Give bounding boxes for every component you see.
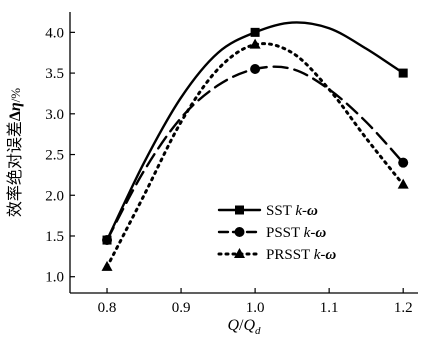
y-tick-label: 1.5 <box>45 229 64 245</box>
x-tick-label: 1.2 <box>394 300 413 316</box>
legend-marker <box>235 205 244 215</box>
y-tick-label: 1.0 <box>45 270 64 286</box>
x-tick-label: 1.0 <box>246 300 265 316</box>
x-tick-label: 1.1 <box>320 300 339 316</box>
y-tick-label: 3.0 <box>45 107 64 123</box>
series-square <box>102 21 408 245</box>
legend-label: PRSST k-ω <box>266 247 336 263</box>
y-tick-label: 2.5 <box>45 148 64 164</box>
series-line <box>105 21 405 242</box>
x-title-sub: d <box>255 325 261 337</box>
data-point-marker <box>101 260 113 271</box>
legend-label: PSST k-ω <box>266 225 326 241</box>
data-point-marker <box>250 64 261 75</box>
data-point-marker <box>249 38 261 49</box>
data-point-marker <box>398 68 408 78</box>
series-triangle <box>101 38 409 271</box>
plot-frame <box>69 12 418 294</box>
series-circle <box>102 64 409 246</box>
x-axis-ticks: 0.8 0.9 1.0 1.1 1.2 <box>98 288 413 316</box>
x-tick-label: 0.9 <box>172 300 191 316</box>
x-axis-title: Q/Qd <box>227 317 261 337</box>
data-point-marker <box>397 178 409 189</box>
x-title-q2: Q <box>243 317 255 334</box>
data-point-marker <box>102 235 113 246</box>
series-layer <box>101 21 409 271</box>
legend: SST k-ω PSST k-ω PRSST k-ω <box>217 203 336 263</box>
y-tick-label: 2.0 <box>45 188 64 204</box>
data-point-marker <box>398 157 409 168</box>
y-axis-title: 效率绝对误差Δη/% <box>6 88 24 217</box>
x-title-q: Q <box>227 317 239 334</box>
x-title-slash: / <box>239 317 244 334</box>
legend-label: SST k-ω <box>266 203 318 219</box>
y-tick-label: 4.0 <box>45 25 64 41</box>
data-point-marker <box>250 27 260 37</box>
series-line <box>105 65 405 242</box>
y-title-cn: 效率绝对误差 <box>6 121 24 217</box>
y-axis-ticks: 1.0 1.5 2.0 2.5 3.0 3.5 4.0 <box>45 25 75 286</box>
legend-marker <box>234 227 245 237</box>
y-title-unit: /% <box>8 88 23 103</box>
y-title-eta: η <box>7 102 24 111</box>
y-title-delta: Δ <box>7 111 24 121</box>
y-tick-label: 3.5 <box>45 66 64 82</box>
legend-marker <box>234 248 245 258</box>
series-line <box>105 42 405 269</box>
x-tick-label: 0.8 <box>98 300 117 316</box>
